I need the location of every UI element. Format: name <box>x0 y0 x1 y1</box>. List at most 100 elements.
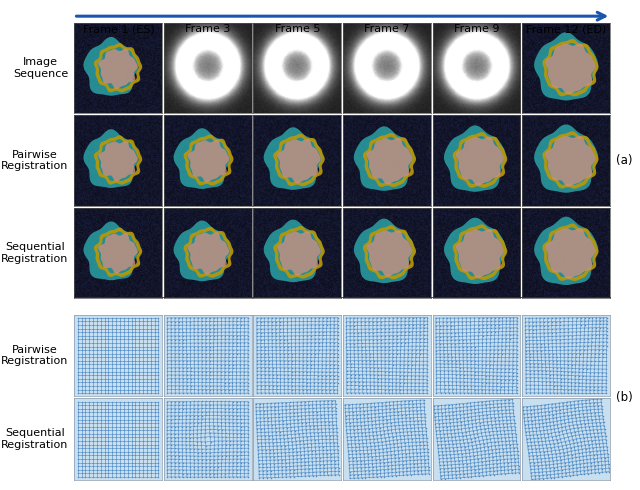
Point <box>384 346 394 354</box>
Point <box>281 399 291 407</box>
Point <box>300 458 310 466</box>
Point <box>303 451 313 459</box>
Point <box>569 401 579 409</box>
Point <box>197 375 207 383</box>
Point <box>559 350 569 358</box>
Point <box>545 461 555 468</box>
Point <box>390 458 400 466</box>
Point <box>99 466 109 474</box>
Point <box>196 339 207 347</box>
Point <box>107 469 117 477</box>
Point <box>458 340 468 347</box>
Point <box>573 407 584 415</box>
Point <box>431 431 442 439</box>
Point <box>186 368 196 375</box>
Point <box>357 367 367 375</box>
Point <box>524 318 534 326</box>
Point <box>544 357 554 365</box>
Point <box>138 346 148 354</box>
Point <box>317 321 328 329</box>
Point <box>223 382 234 390</box>
Point <box>396 401 406 409</box>
Point <box>349 378 360 386</box>
Point <box>189 452 199 460</box>
Point <box>583 317 593 325</box>
Point <box>535 322 545 330</box>
Point <box>80 371 90 379</box>
Point <box>332 421 342 429</box>
Point <box>378 455 388 463</box>
Point <box>197 389 207 397</box>
Point <box>208 405 218 413</box>
Point <box>587 416 597 423</box>
Point <box>541 444 552 452</box>
Point <box>422 390 432 397</box>
Point <box>349 474 359 482</box>
Point <box>123 451 133 459</box>
Point <box>127 346 137 354</box>
Point <box>84 419 94 427</box>
Point <box>72 346 83 354</box>
Point <box>372 439 383 446</box>
Point <box>212 386 222 393</box>
Point <box>410 428 420 436</box>
Point <box>209 448 219 456</box>
Point <box>492 372 502 380</box>
Point <box>357 353 367 361</box>
Point <box>333 343 343 350</box>
Point <box>508 357 518 365</box>
Point <box>281 469 291 477</box>
Point <box>597 408 607 416</box>
Point <box>182 364 192 372</box>
Point <box>115 412 125 420</box>
Point <box>294 437 305 445</box>
Point <box>411 350 421 358</box>
Point <box>458 371 468 379</box>
Point <box>131 339 141 347</box>
Point <box>201 449 211 457</box>
Point <box>439 353 449 361</box>
Point <box>217 448 227 456</box>
Point <box>477 379 487 387</box>
Point <box>255 417 266 425</box>
Point <box>358 403 369 411</box>
Polygon shape <box>354 126 414 191</box>
Point <box>235 389 245 397</box>
Point <box>545 389 555 397</box>
Point <box>560 423 570 431</box>
Point <box>127 401 137 409</box>
Point <box>107 423 117 431</box>
Point <box>548 460 559 468</box>
Point <box>170 469 180 477</box>
Point <box>72 412 83 420</box>
Point <box>499 423 509 431</box>
Point <box>123 314 133 322</box>
Point <box>506 426 516 434</box>
Point <box>84 444 94 452</box>
Point <box>111 328 121 336</box>
Point <box>212 339 223 347</box>
Point <box>449 422 459 430</box>
Point <box>451 437 461 444</box>
Point <box>511 376 522 384</box>
Point <box>142 321 152 329</box>
Point <box>239 368 249 376</box>
Point <box>95 386 106 393</box>
Point <box>271 339 281 347</box>
Point <box>368 329 378 337</box>
Point <box>88 375 98 383</box>
Point <box>123 462 133 470</box>
Point <box>436 475 446 483</box>
Point <box>285 416 295 424</box>
Point <box>387 433 397 441</box>
Point <box>525 374 535 382</box>
Point <box>484 357 495 365</box>
Point <box>372 470 382 478</box>
Point <box>146 375 156 383</box>
Point <box>224 321 234 329</box>
Point <box>317 386 327 393</box>
Point <box>182 386 192 393</box>
Point <box>474 437 484 444</box>
Point <box>213 448 223 456</box>
Point <box>512 342 522 350</box>
